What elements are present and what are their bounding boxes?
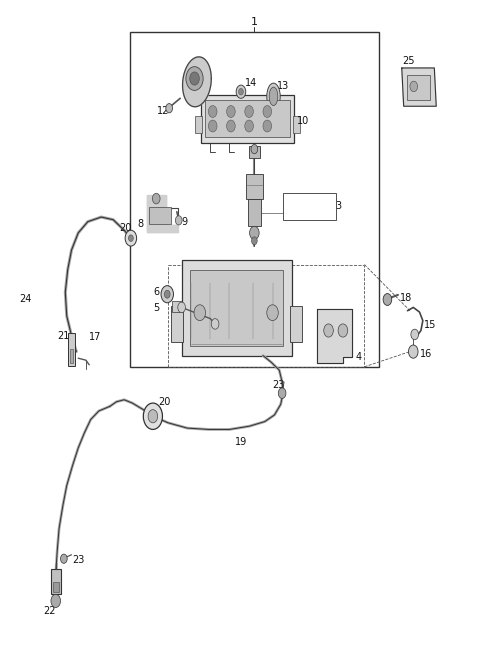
Circle shape xyxy=(245,120,253,132)
Circle shape xyxy=(251,145,258,154)
Circle shape xyxy=(178,302,185,313)
Text: 20: 20 xyxy=(158,397,171,407)
Text: 3: 3 xyxy=(328,202,334,212)
Text: 10: 10 xyxy=(298,116,310,126)
Circle shape xyxy=(338,324,348,337)
Circle shape xyxy=(148,410,157,423)
Text: 16: 16 xyxy=(420,348,432,358)
Circle shape xyxy=(51,594,60,607)
Text: 13: 13 xyxy=(277,81,289,91)
Circle shape xyxy=(161,286,173,303)
Circle shape xyxy=(125,230,137,246)
Text: 15: 15 xyxy=(424,320,437,330)
Text: 7: 7 xyxy=(194,320,201,330)
Circle shape xyxy=(408,345,418,358)
Circle shape xyxy=(190,72,199,85)
Text: 6: 6 xyxy=(154,288,159,297)
Bar xyxy=(70,349,73,364)
Circle shape xyxy=(383,293,392,305)
Circle shape xyxy=(267,305,278,321)
Text: 19: 19 xyxy=(235,438,248,447)
Text: 22: 22 xyxy=(43,606,55,616)
Circle shape xyxy=(227,120,235,132)
Bar xyxy=(181,260,292,356)
Bar xyxy=(149,207,170,223)
Bar xyxy=(172,301,181,312)
Bar xyxy=(68,333,75,366)
Bar xyxy=(249,146,260,158)
Bar xyxy=(53,582,59,592)
Circle shape xyxy=(245,106,253,118)
Bar xyxy=(293,116,300,133)
Bar xyxy=(246,174,263,198)
Bar xyxy=(130,32,379,367)
Circle shape xyxy=(208,106,217,118)
Text: 4: 4 xyxy=(356,352,362,362)
Text: 25: 25 xyxy=(403,56,415,66)
Bar xyxy=(290,306,302,342)
Bar xyxy=(201,95,294,143)
Circle shape xyxy=(250,226,259,239)
Text: 1: 1 xyxy=(251,17,258,27)
Text: 2: 2 xyxy=(236,288,242,297)
Circle shape xyxy=(324,324,333,337)
Text: 12: 12 xyxy=(157,106,169,116)
Circle shape xyxy=(263,106,272,118)
Text: 21: 21 xyxy=(57,330,70,341)
Ellipse shape xyxy=(269,87,278,106)
Text: 23: 23 xyxy=(273,379,285,389)
Bar xyxy=(195,116,202,133)
Circle shape xyxy=(278,388,286,399)
Text: 17: 17 xyxy=(89,332,102,342)
Circle shape xyxy=(239,89,243,95)
Text: 23: 23 xyxy=(72,555,85,565)
Text: 24: 24 xyxy=(19,294,31,304)
Circle shape xyxy=(208,120,217,132)
Bar xyxy=(51,569,60,594)
Bar xyxy=(171,306,183,342)
Circle shape xyxy=(175,215,182,225)
Circle shape xyxy=(153,193,160,204)
Text: 18: 18 xyxy=(400,293,413,303)
Polygon shape xyxy=(402,68,436,106)
Circle shape xyxy=(186,67,203,91)
Circle shape xyxy=(252,237,257,245)
Circle shape xyxy=(164,290,170,298)
Text: 20: 20 xyxy=(120,223,132,233)
Text: 8: 8 xyxy=(137,219,144,229)
Circle shape xyxy=(236,85,246,98)
Polygon shape xyxy=(147,195,178,231)
Bar xyxy=(190,270,283,346)
Polygon shape xyxy=(317,309,352,364)
Ellipse shape xyxy=(267,83,280,110)
Circle shape xyxy=(410,81,418,92)
Text: 11: 11 xyxy=(181,73,194,83)
Text: 14: 14 xyxy=(245,78,257,88)
Polygon shape xyxy=(182,57,211,107)
Text: 5: 5 xyxy=(153,303,159,313)
Bar xyxy=(204,100,290,137)
Bar xyxy=(283,193,336,219)
Circle shape xyxy=(166,104,172,113)
Circle shape xyxy=(194,305,205,321)
Circle shape xyxy=(263,120,272,132)
Bar xyxy=(407,75,431,100)
Circle shape xyxy=(144,403,162,430)
Circle shape xyxy=(227,106,235,118)
Circle shape xyxy=(211,319,219,329)
Circle shape xyxy=(411,329,419,340)
Text: 3: 3 xyxy=(336,202,342,212)
Circle shape xyxy=(129,235,133,241)
Circle shape xyxy=(60,554,67,563)
Text: 9: 9 xyxy=(181,217,188,227)
Bar xyxy=(248,198,261,226)
